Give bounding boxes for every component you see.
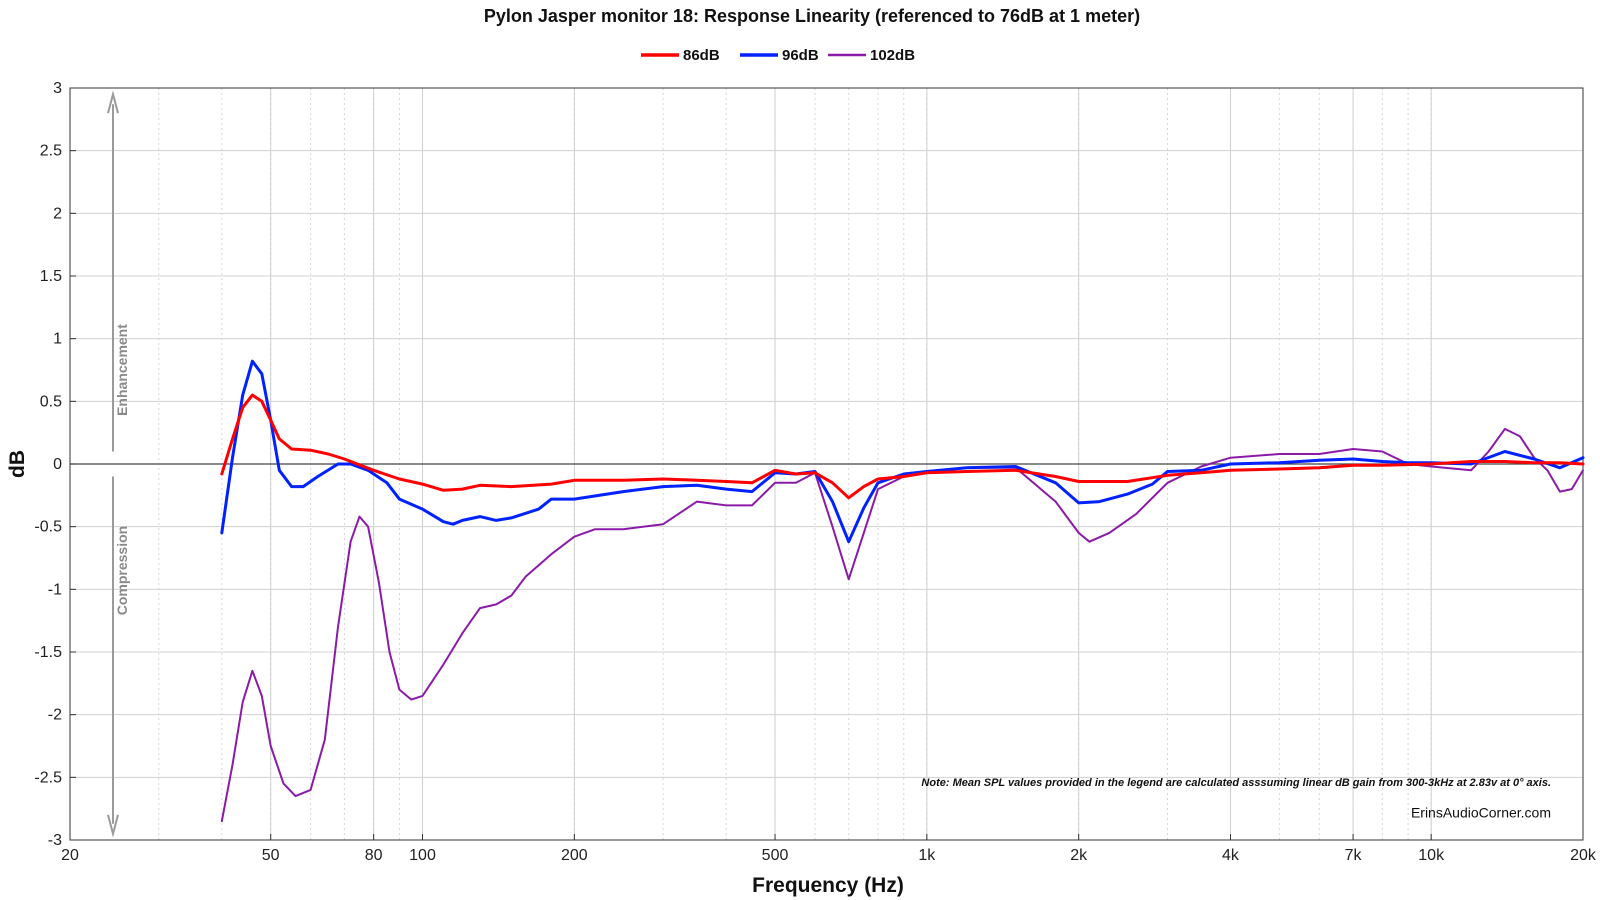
y-tick-label: 0 xyxy=(53,456,62,473)
y-tick-label: 1 xyxy=(53,331,62,348)
annotation-arrows: Enhancement Compression xyxy=(107,90,130,838)
y-axis-label: dB xyxy=(6,450,29,478)
y-tick-label: -3 xyxy=(48,832,62,849)
y-tick-label: 0.5 xyxy=(40,393,62,410)
x-tick-label: 7k xyxy=(1345,847,1363,864)
legend-label-102dB: 102dB xyxy=(870,47,915,64)
x-tick-label: 50 xyxy=(262,847,280,864)
series-line-86dB xyxy=(220,393,1585,500)
enhancement-label: Enhancement xyxy=(114,324,130,416)
x-tick-label: 1k xyxy=(918,847,936,864)
legend-label-86dB: 86dB xyxy=(683,47,720,64)
x-tick-label: 200 xyxy=(561,847,588,864)
chart-title: Pylon Jasper monitor 18: Response Linear… xyxy=(484,6,1140,26)
note-text: Note: Mean SPL values provided in the le… xyxy=(921,777,1551,789)
compression-arrowhead xyxy=(107,814,119,838)
y-tick-label: -1.5 xyxy=(34,644,62,661)
x-tick-label: 20k xyxy=(1570,847,1597,864)
plot-area: 20 50 80 100 200 500 1k 2k 4k 7k 10k 20k 3 2.5 2 1.5 1 0.… xyxy=(34,80,1596,864)
y-tick-label: -2.5 xyxy=(34,769,62,786)
y-tick-label: 3 xyxy=(53,80,62,97)
credit-text: ErinsAudioCorner.com xyxy=(1411,804,1551,820)
y-tick-label: -2 xyxy=(48,707,62,724)
series-line-96dB xyxy=(220,359,1585,544)
y-tick-label: -1 xyxy=(48,581,62,598)
x-tick-label: 10k xyxy=(1418,847,1445,864)
legend-label-96dB: 96dB xyxy=(782,47,819,64)
y-tick-label: 2 xyxy=(53,205,62,222)
x-tick-label: 80 xyxy=(365,847,383,864)
tick-labels: 20 50 80 100 200 500 1k 2k 4k 7k 10k 20k 3 2.5 2 1.5 1 0.… xyxy=(34,80,1596,864)
compression-label: Compression xyxy=(114,526,130,615)
x-axis-label: Frequency (Hz) xyxy=(752,874,904,897)
y-tick-label: 2.5 xyxy=(40,143,62,160)
enhancement-arrowhead xyxy=(107,90,119,114)
series-group xyxy=(220,359,1585,823)
legend: 86dB 96dB 102dB xyxy=(641,47,915,64)
x-tick-label: 100 xyxy=(409,847,436,864)
y-tick-label: 1.5 xyxy=(40,268,62,285)
x-tick-label: 20 xyxy=(61,847,79,864)
y-tick-label: -0.5 xyxy=(34,519,62,536)
x-tick-label: 2k xyxy=(1070,847,1088,864)
x-tick-label: 4k xyxy=(1222,847,1240,864)
x-tick-label: 500 xyxy=(762,847,789,864)
series-line-102dB xyxy=(220,427,1584,823)
